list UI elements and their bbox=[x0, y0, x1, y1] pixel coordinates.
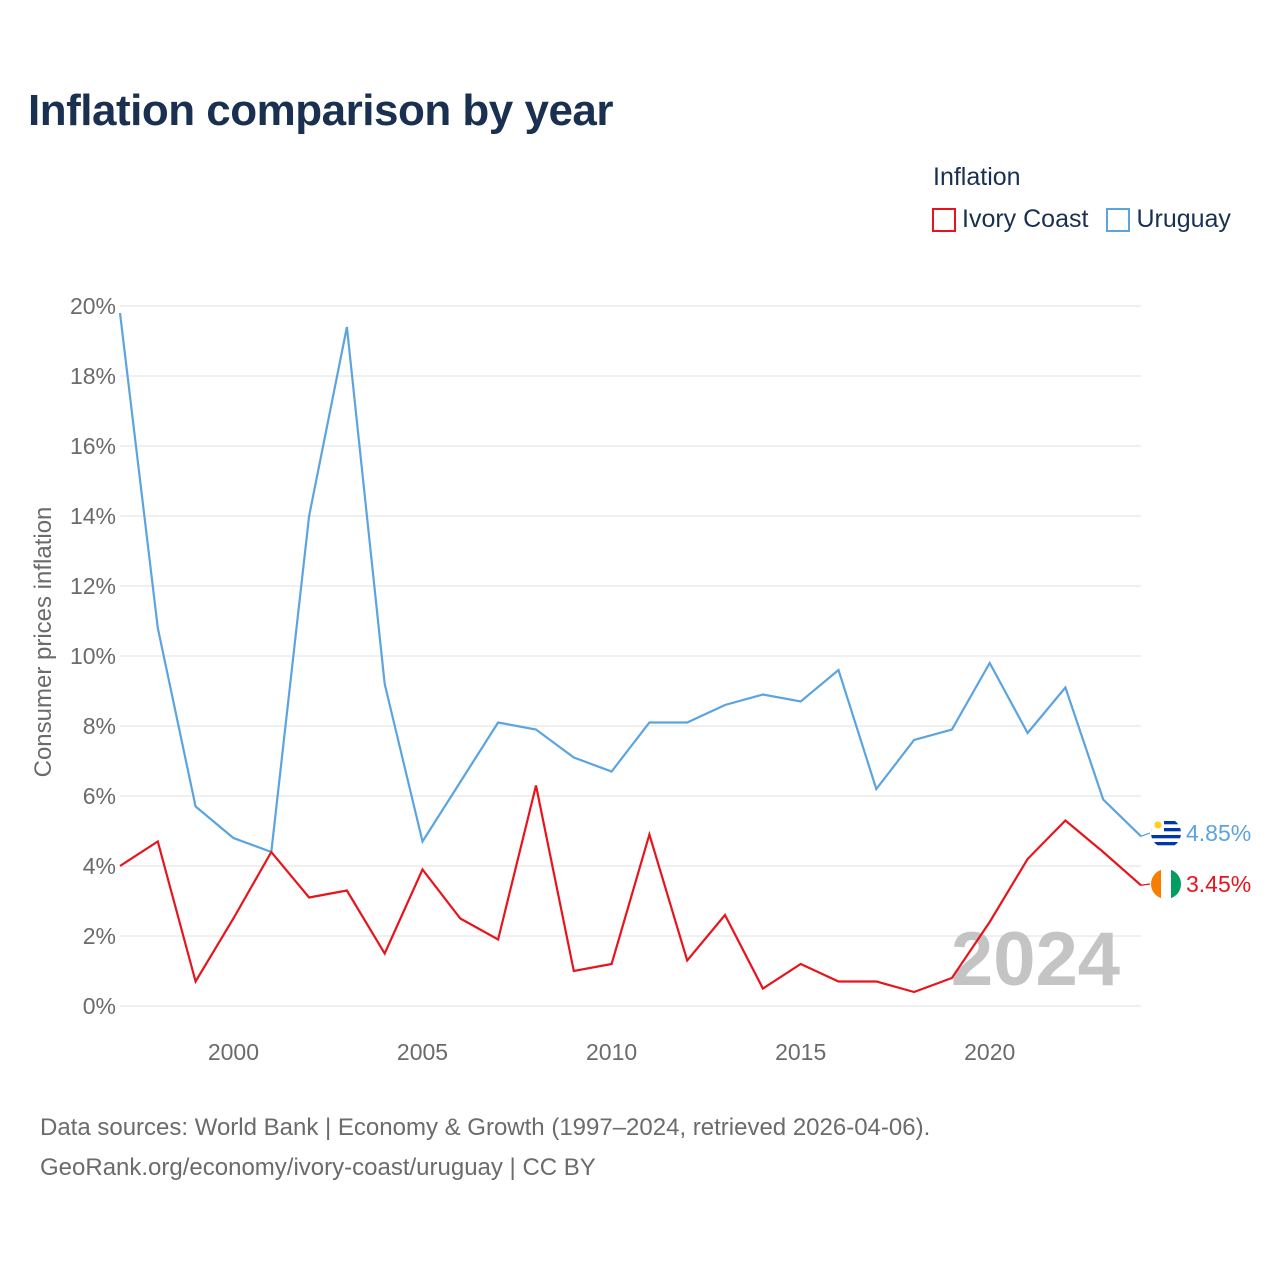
x-tick-label: 2015 bbox=[775, 1039, 826, 1065]
x-tick-label: 2000 bbox=[208, 1039, 259, 1065]
end-label-ivory-coast: 3.45% bbox=[1186, 871, 1251, 897]
series-line-ivory-coast[interactable] bbox=[119, 785, 1142, 994]
legend-swatch-uruguay bbox=[1106, 207, 1131, 232]
y-tick-label: 20% bbox=[70, 293, 116, 319]
gridlines bbox=[120, 305, 1141, 1007]
legend: Ivory Coast Uruguay bbox=[932, 205, 1249, 234]
x-tick-label: 2005 bbox=[397, 1039, 448, 1065]
legend-label-uruguay: Uruguay bbox=[1136, 205, 1231, 233]
y-tick-label: 8% bbox=[83, 713, 116, 739]
x-tick-label: 2020 bbox=[964, 1039, 1015, 1065]
x-axis-ticks: 2000 2005 2010 2015 2020 bbox=[208, 1039, 1015, 1065]
line-chart: 0% 2% 4% 6% 8% 10% 12% 14% 16% 18% 20% 2000 2005 201… bbox=[30, 293, 1251, 1065]
year-watermark: 2024 bbox=[951, 917, 1120, 1002]
source-note: Data sources: World Bank | Economy & Gro… bbox=[40, 1108, 930, 1188]
y-axis-label: Consumer prices inflation bbox=[30, 507, 57, 778]
y-tick-label: 2% bbox=[83, 923, 116, 949]
x-tick-label: 2010 bbox=[586, 1039, 637, 1065]
y-axis-ticks: 0% 2% 4% 6% 8% 10% 12% 14% 16% 18% 20% bbox=[70, 293, 116, 1019]
chart-title: Inflation comparison by year bbox=[28, 86, 614, 135]
legend-swatch-ivory-coast bbox=[932, 207, 956, 232]
legend-label-ivory-coast: Ivory Coast bbox=[962, 205, 1089, 233]
y-tick-label: 16% bbox=[70, 433, 116, 459]
source-line-2[interactable]: GeoRank.org/economy/ivory-coast/uruguay … bbox=[40, 1154, 596, 1181]
source-line-1: Data sources: World Bank | Economy & Gro… bbox=[40, 1114, 931, 1141]
ivory-coast-flag-icon bbox=[1151, 869, 1181, 899]
series-line-uruguay[interactable] bbox=[118, 312, 1142, 854]
y-tick-label: 10% bbox=[70, 643, 116, 669]
y-tick-label: 14% bbox=[70, 503, 116, 529]
y-tick-label: 6% bbox=[83, 783, 116, 809]
end-connector-uruguay bbox=[1140, 832, 1151, 837]
end-flags bbox=[1151, 818, 1181, 899]
legend-title: Inflation bbox=[933, 163, 1021, 191]
series-lines: 4.85% 3.45% bbox=[118, 312, 1251, 994]
y-tick-label: 18% bbox=[70, 363, 116, 389]
y-tick-label: 4% bbox=[83, 853, 116, 879]
legend-item-uruguay[interactable]: Uruguay bbox=[1106, 205, 1231, 234]
uruguay-flag-icon bbox=[1151, 818, 1181, 848]
y-tick-label: 12% bbox=[70, 573, 116, 599]
end-connector-ivory-coast bbox=[1140, 883, 1151, 886]
end-label-uruguay: 4.85% bbox=[1186, 820, 1251, 846]
legend-item-ivory-coast[interactable]: Ivory Coast bbox=[932, 205, 1088, 234]
y-tick-label: 0% bbox=[83, 993, 116, 1019]
